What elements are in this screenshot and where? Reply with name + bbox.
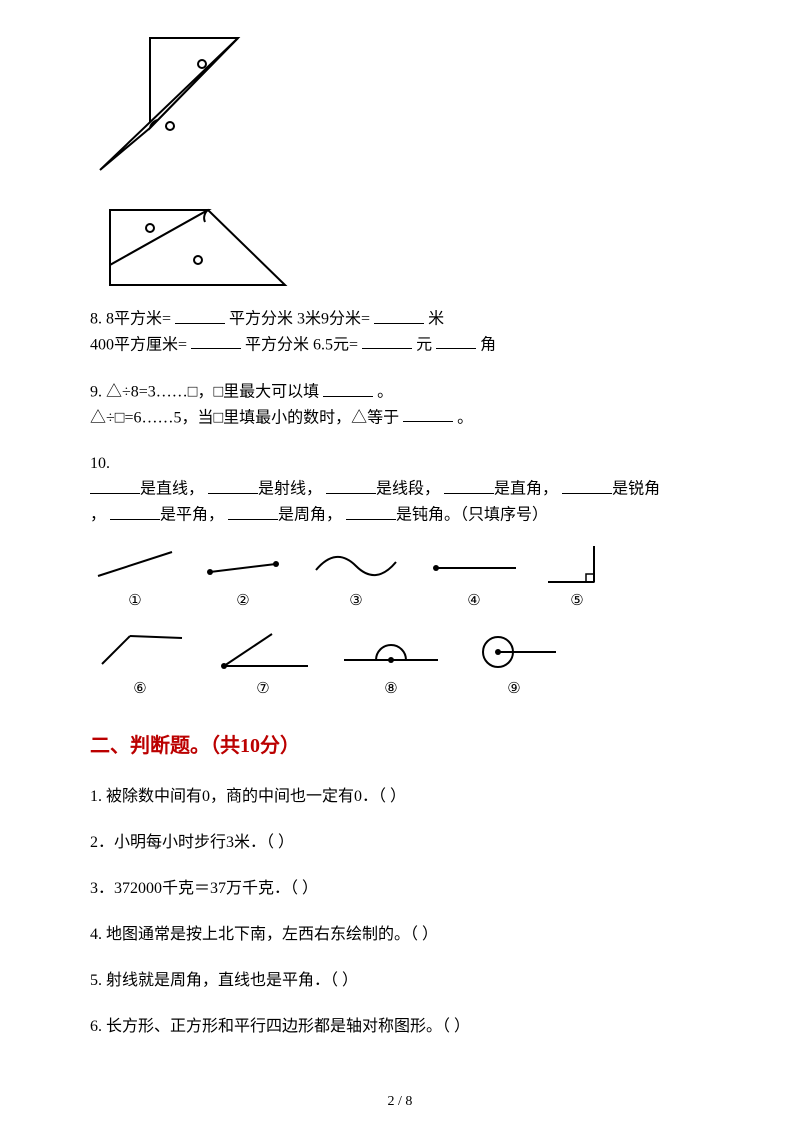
label-4: ④ [467,590,480,613]
q10-t: ， [90,507,106,524]
label-2: ② [236,590,249,613]
q9-l2-b: 。 [457,409,473,426]
shape-full-angle [464,626,564,674]
blank[interactable] [444,476,494,494]
blank[interactable] [110,502,160,520]
label-5: ⑤ [570,590,583,613]
q8-l1-c: 米 [428,311,444,328]
triangle-rulers-svg [90,30,290,290]
label-6: ⑥ [133,678,146,701]
blank[interactable] [228,502,278,520]
shape-curve [306,542,406,586]
triangle-rulers-figure [90,30,710,290]
q10-prefix: 10. [90,452,710,476]
q8-l2-c: 元 [416,336,432,353]
judge-4: 4. 地图通常是按上北下南，左西右东绘制的。（ ） [90,923,710,947]
shape-right-angle [542,542,612,586]
question-9: 9. △÷8=3……□，□里最大可以填 。 △÷□=6……5，当□里填最小的数时… [90,379,710,430]
section-2-title: 二、判断题。（共10分） [90,731,710,761]
label-8: ⑧ [384,678,397,701]
label-9: ⑨ [507,678,520,701]
blank[interactable] [90,476,140,494]
blank[interactable] [403,405,453,423]
label-7: ⑦ [256,678,269,701]
diagram-row-2: ⑥ ⑦ ⑧ ⑨ [90,626,710,701]
shape-segment [198,542,288,586]
q9-l1-b: 。 [377,384,393,401]
q9-l1-a: 9. △÷8=3……□，□里最大可以填 [90,384,319,401]
judge-3: 3．372000千克＝37万千克．（ ） [90,877,710,901]
q8-l1-b: 平方分米 3米9分米= [229,311,370,328]
shape-obtuse [90,626,190,674]
blank[interactable] [326,476,376,494]
q10-t: 是直角， [494,481,558,498]
q10-t: 是锐角 [612,481,660,498]
q10-t: 是周角， [278,507,342,524]
label-3: ③ [349,590,362,613]
q10-t: 是直线， [140,481,204,498]
q10-t: 是射线， [258,481,322,498]
judge-1: 1. 被除数中间有0，商的中间也一定有0．（ ） [90,785,710,809]
question-8: 8. 8平方米= 平方分米 3米9分米= 米 400平方厘米= 平方分米 6.5… [90,306,710,357]
blank[interactable] [562,476,612,494]
judge-6: 6. 长方形、正方形和平行四边形都是轴对称图形。（ ） [90,1015,710,1039]
q8-l1-a: 8. 8平方米= [90,311,171,328]
blank[interactable] [323,379,373,397]
judge-2: 2．小明每小时步行3米．（ ） [90,831,710,855]
q10-t: 是线段， [376,481,440,498]
shape-line [90,542,180,586]
blank[interactable] [374,306,424,324]
blank[interactable] [362,332,412,350]
blank[interactable] [208,476,258,494]
q8-l2-d: 角 [480,336,496,353]
q9-l2-a: △÷□=6……5，当□里填最小的数时，△等于 [90,409,399,426]
q10-t: 是钝角。（只填序号） [396,507,548,524]
shape-straight-angle [336,626,446,674]
blank[interactable] [191,332,241,350]
judge-5: 5. 射线就是周角，直线也是平角．（ ） [90,969,710,993]
question-10: 10. 是直线， 是射线， 是线段， 是直角， 是锐角 ， 是平角， 是周角， … [90,452,710,700]
diagram-row-1: ① ② ③ ④ ⑤ [90,542,710,613]
label-1: ① [128,590,141,613]
blank[interactable] [436,332,476,350]
page-number: 2 / 8 [0,1091,800,1112]
blank[interactable] [346,502,396,520]
shape-ray [424,542,524,586]
q8-l2-a: 400平方厘米= [90,336,187,353]
q10-t: 是平角， [160,507,224,524]
blank[interactable] [175,306,225,324]
q8-l2-b: 平方分米 6.5元= [245,336,358,353]
shape-acute [208,626,318,674]
